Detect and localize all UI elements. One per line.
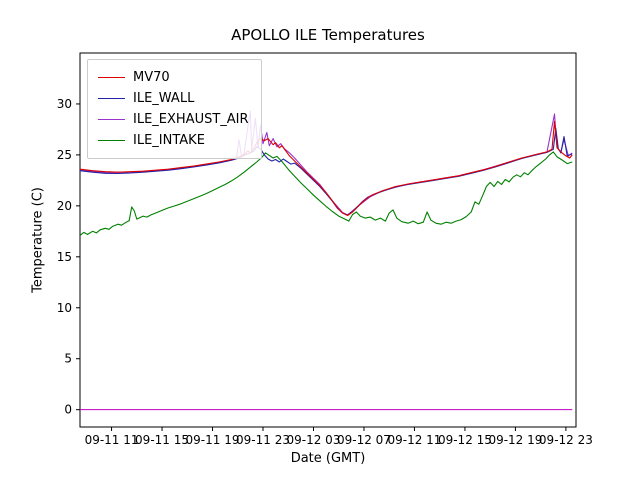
y-tick-label: 15	[57, 250, 72, 264]
legend-line-swatch	[98, 140, 125, 141]
y-axis-label: Temperature (C)	[30, 187, 46, 293]
x-tick-label: 09-11 15	[135, 433, 189, 447]
legend-label: ILE_WALL	[133, 91, 195, 106]
legend-label: ILE_EXHAUST_AIR	[133, 112, 249, 127]
legend-item-ILE_WALL: ILE_WALL	[98, 88, 249, 109]
legend-item-ILE_EXHAUST_AIR: ILE_EXHAUST_AIR	[98, 109, 249, 130]
legend-label: MV70	[133, 70, 170, 85]
legend: MV70 ILE_WALL ILE_EXHAUST_AIR ILE_INTAKE	[87, 59, 262, 159]
legend-item-MV70: MV70	[98, 67, 249, 88]
x-tick-label: 09-12 23	[539, 433, 593, 447]
legend-label: ILE_INTAKE	[133, 133, 205, 148]
y-tick-label: 5	[64, 352, 72, 366]
x-tick-label: 09-11 19	[186, 433, 240, 447]
legend-line-swatch	[98, 119, 125, 120]
axes-frame	[79, 52, 577, 428]
y-tick-label: 0	[64, 403, 72, 417]
legend-line-swatch	[98, 98, 125, 99]
x-tick-label: 09-12 11	[387, 433, 441, 447]
y-tick-label: 10	[57, 301, 72, 315]
legend-item-ILE_INTAKE: ILE_INTAKE	[98, 130, 249, 151]
y-tick-label: 20	[57, 199, 72, 213]
series-line-MV70	[79, 120, 573, 217]
chart-title: APOLLO ILE Temperatures	[231, 26, 425, 44]
series-line-ILE_INTAKE	[79, 151, 573, 236]
x-tick-label: 09-12 15	[438, 433, 492, 447]
x-tick-label: 09-12 03	[287, 433, 341, 447]
legend-line-swatch	[98, 77, 125, 78]
y-tick-label: 30	[57, 97, 72, 111]
x-tick-label: 09-12 07	[337, 433, 391, 447]
y-tick-label: 25	[57, 148, 72, 162]
x-tick-label: 09-11 23	[236, 433, 290, 447]
x-tick-label: 09-11 11	[85, 433, 139, 447]
x-axis-label: Date (GMT)	[290, 451, 366, 466]
x-tick-label: 09-12 19	[488, 433, 542, 447]
